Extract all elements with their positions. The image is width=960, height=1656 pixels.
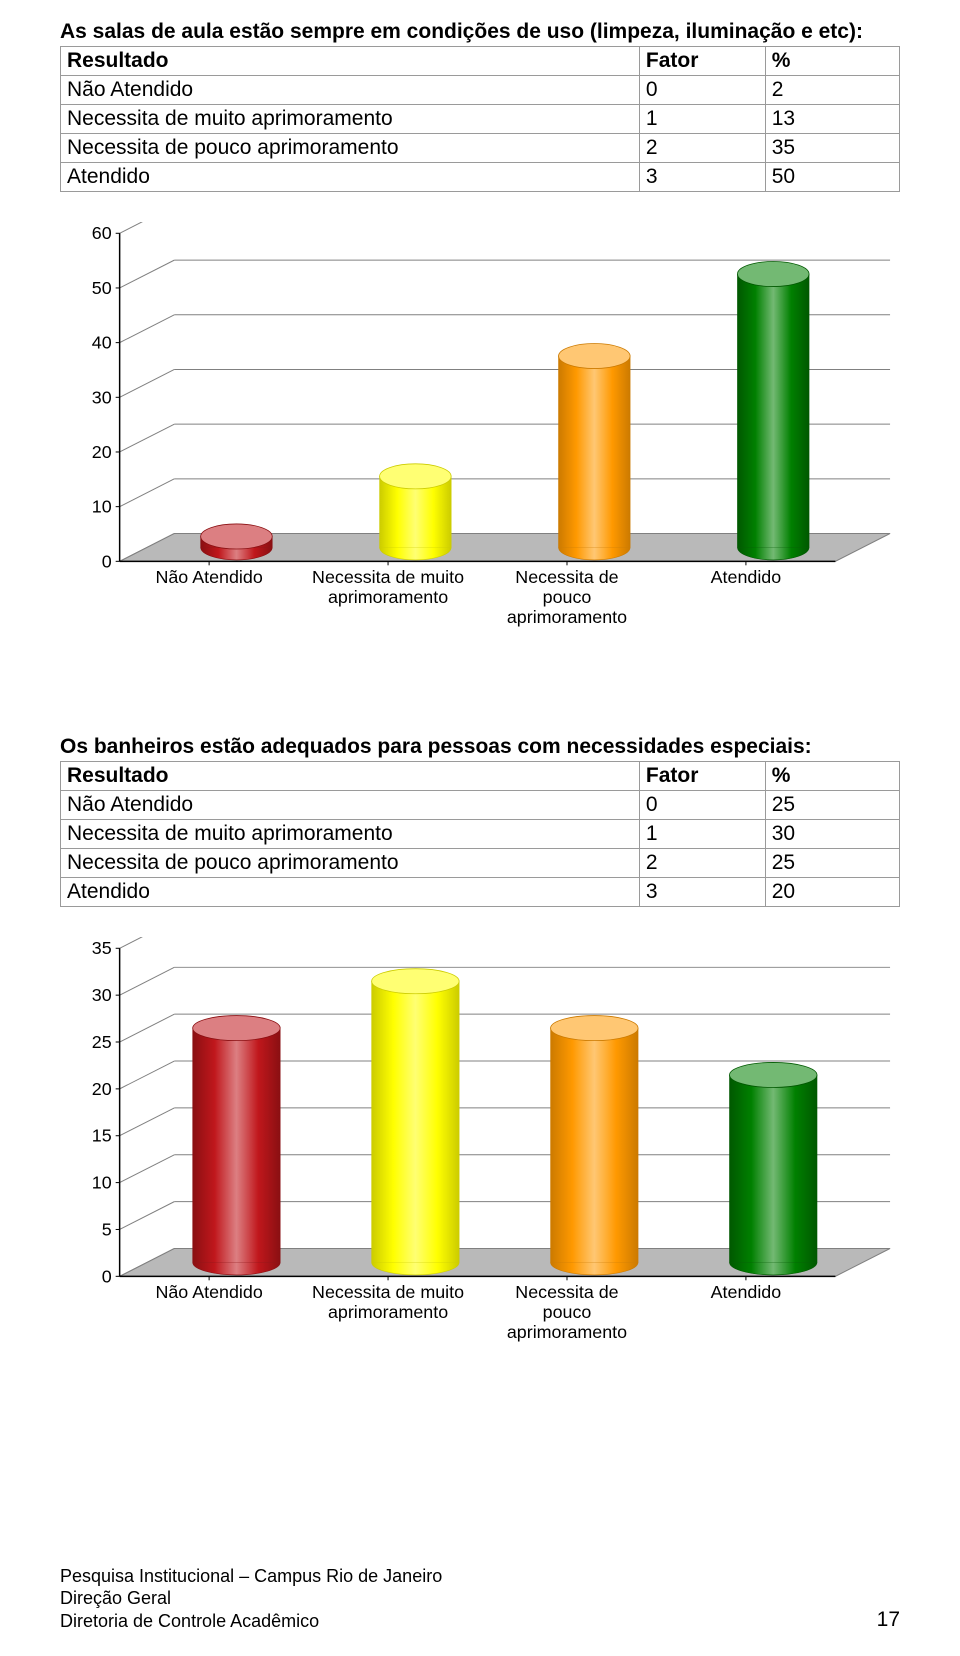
svg-text:Necessita de muito: Necessita de muito <box>312 567 464 587</box>
table-header-row: Resultado Fator % <box>61 47 900 76</box>
chart1: 0 10 20 30 40 50 60 Não Atendido Necessita de mu… <box>60 222 900 675</box>
th-fator: Fator <box>639 762 765 791</box>
section1-table: Resultado Fator % Não Atendido 0 2 Neces… <box>60 46 900 192</box>
svg-text:aprimoramento: aprimoramento <box>328 587 448 607</box>
svg-text:30: 30 <box>92 387 112 407</box>
svg-text:60: 60 <box>92 223 112 243</box>
table-header-row: Resultado Fator % <box>61 762 900 791</box>
th-resultado: Resultado <box>61 47 640 76</box>
footer-line2: Direção Geral <box>60 1587 442 1610</box>
table-row: Necessita de pouco aprimoramento 2 25 <box>61 849 900 878</box>
svg-text:40: 40 <box>92 333 112 353</box>
svg-text:Atendido: Atendido <box>711 567 782 587</box>
svg-text:0: 0 <box>102 551 112 571</box>
svg-text:Atendido: Atendido <box>711 1282 782 1302</box>
svg-text:Não Atendido: Não Atendido <box>155 567 262 587</box>
svg-text:Necessita de muito: Necessita de muito <box>312 1282 464 1302</box>
svg-text:0: 0 <box>102 1266 112 1286</box>
svg-text:30: 30 <box>92 985 112 1005</box>
table-row: Não Atendido 0 2 <box>61 76 900 105</box>
section2-table: Resultado Fator % Não Atendido 0 25 Nece… <box>60 761 900 907</box>
svg-text:pouco: pouco <box>543 1302 592 1322</box>
th-resultado: Resultado <box>61 762 640 791</box>
svg-text:aprimoramento: aprimoramento <box>507 607 627 627</box>
page-number: 17 <box>877 1608 900 1632</box>
th-pct: % <box>765 47 899 76</box>
page-footer: Pesquisa Institucional – Campus Rio de J… <box>60 1565 900 1633</box>
svg-text:50: 50 <box>92 278 112 298</box>
section2-title: Os banheiros estão adequados para pessoa… <box>60 735 900 759</box>
chart2: 0 5 10 15 20 25 30 35 Não Atendido Necessita de m… <box>60 937 900 1390</box>
svg-text:35: 35 <box>92 938 112 958</box>
table-row: Necessita de pouco aprimoramento 2 35 <box>61 134 900 163</box>
table-row: Atendido 3 50 <box>61 163 900 192</box>
svg-text:10: 10 <box>92 1173 112 1193</box>
table-row: Não Atendido 0 25 <box>61 791 900 820</box>
footer-line3: Diretoria de Controle Acadêmico <box>60 1610 442 1633</box>
svg-text:Necessita de: Necessita de <box>515 567 618 587</box>
svg-text:10: 10 <box>92 497 112 517</box>
svg-text:20: 20 <box>92 1079 112 1099</box>
th-pct: % <box>765 762 899 791</box>
svg-text:15: 15 <box>92 1126 112 1146</box>
svg-text:pouco: pouco <box>543 587 592 607</box>
footer-line1: Pesquisa Institucional – Campus Rio de J… <box>60 1565 442 1588</box>
th-fator: Fator <box>639 47 765 76</box>
svg-text:Necessita de: Necessita de <box>515 1282 618 1302</box>
svg-text:20: 20 <box>92 442 112 462</box>
table-row: Necessita de muito aprimoramento 1 30 <box>61 820 900 849</box>
table-row: Necessita de muito aprimoramento 1 13 <box>61 105 900 134</box>
svg-text:aprimoramento: aprimoramento <box>507 1322 627 1342</box>
svg-text:25: 25 <box>92 1032 112 1052</box>
svg-text:Não Atendido: Não Atendido <box>155 1282 262 1302</box>
svg-text:aprimoramento: aprimoramento <box>328 1302 448 1322</box>
svg-text:5: 5 <box>102 1219 112 1239</box>
table-row: Atendido 3 20 <box>61 878 900 907</box>
section1-title: As salas de aula estão sempre em condiçõ… <box>60 20 900 44</box>
